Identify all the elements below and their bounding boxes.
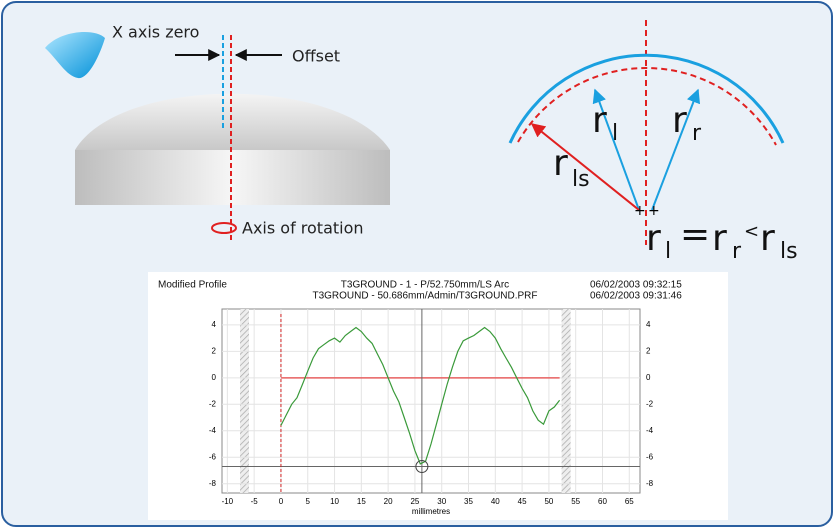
sub: l	[612, 121, 618, 146]
eq: ls	[780, 239, 798, 264]
x-tick-label: 65	[625, 497, 634, 506]
x-tick-label: 50	[544, 497, 553, 506]
x-tick-label: 35	[464, 497, 473, 506]
plot-area	[222, 309, 640, 493]
lens-body	[75, 150, 390, 205]
eq: l	[665, 239, 671, 264]
x-tick-label: -5	[251, 497, 259, 506]
x-tick-label: 40	[491, 497, 500, 506]
label: X axis zero	[112, 23, 199, 42]
timestamp: 06/02/2003 09:31:46	[590, 291, 682, 302]
x-tick-label: -10	[222, 497, 234, 506]
center-mark: +	[648, 203, 660, 219]
eq: r	[732, 239, 742, 264]
y-tick-label: 2	[646, 346, 651, 355]
x-tick-label: 0	[279, 497, 284, 506]
center-mark: +	[634, 203, 646, 219]
y-tick-label: -8	[646, 479, 654, 488]
hatch	[240, 309, 249, 493]
y-tick-label: 0	[646, 373, 651, 382]
timestamp: 06/02/2003 09:32:15	[590, 280, 682, 291]
r: r	[553, 143, 568, 184]
x-tick-label: 10	[330, 497, 339, 506]
x-tick-label: 60	[598, 497, 607, 506]
eq: r	[760, 218, 775, 259]
y-tick-label: 0	[212, 373, 217, 382]
r: r	[672, 100, 687, 141]
y-tick-label: 2	[212, 346, 217, 355]
header: T3GROUND - 50.686mm/Admin/T3GROUND.PRF	[312, 291, 537, 302]
y-tick-label: -4	[209, 426, 217, 435]
x-tick-label: 5	[306, 497, 311, 506]
eq: r	[646, 218, 661, 259]
y-tick-label: 4	[646, 320, 651, 329]
x-tick-label: 15	[357, 497, 366, 506]
x-tick-label: 30	[437, 497, 446, 506]
y-tick-label: -2	[646, 399, 654, 408]
x-tick-label: 55	[571, 497, 580, 506]
eq: <	[744, 221, 759, 242]
y-tick-label: -8	[209, 479, 217, 488]
x-tick-label: 25	[410, 497, 419, 506]
figure: X axis zero Offset Axis of rotation + + …	[0, 0, 834, 528]
y-tick-label: -6	[209, 452, 217, 461]
chart-title: Modified Profile	[158, 280, 227, 291]
sub: r	[692, 121, 702, 146]
hatch	[562, 309, 571, 493]
header: T3GROUND - 1 - P/52.750mm/LS Arc	[341, 280, 509, 291]
y-tick-label: -4	[646, 426, 654, 435]
page: X axis zero Offset Axis of rotation + + …	[0, 0, 834, 528]
label: Axis of rotation	[242, 219, 364, 238]
x-tick-label: 45	[518, 497, 527, 506]
y-tick-label: -2	[209, 399, 217, 408]
y-tick-label: -6	[646, 452, 654, 461]
sub: ls	[572, 167, 590, 192]
x-tick-label: 20	[384, 497, 393, 506]
eq: r	[712, 218, 727, 259]
eq: =	[680, 214, 710, 255]
x-axis-label: millimetres	[412, 507, 450, 516]
r: r	[592, 100, 607, 141]
y-tick-label: 4	[212, 320, 217, 329]
label: Offset	[292, 47, 340, 66]
